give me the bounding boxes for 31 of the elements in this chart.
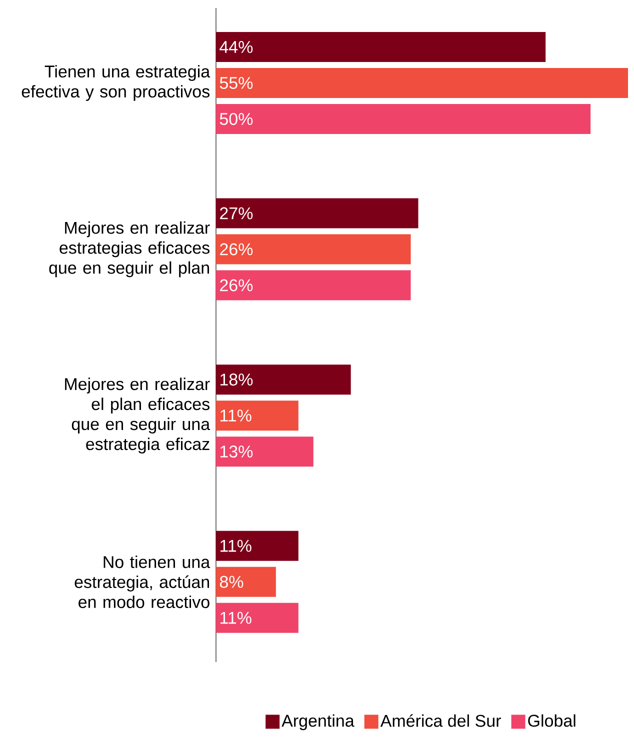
y-tick-label: Mejores en realizar el plan eficaces que en seguir una estrategia eficaz <box>65 378 210 454</box>
bar <box>216 234 411 264</box>
bar <box>216 602 298 633</box>
y-tick-label: Tienen una estrategia efectiva y son proactivos <box>22 65 210 101</box>
bar <box>216 436 314 467</box>
y-tick-label: No tienen una estrategia, actúan en modo reactivo <box>74 556 210 608</box>
data-label: 26% <box>220 243 253 256</box>
data-label: 11% <box>220 540 252 552</box>
bar <box>216 68 628 98</box>
data-label: 27% <box>220 207 253 220</box>
bar <box>216 530 298 561</box>
bar <box>216 566 276 597</box>
data-label: 50% <box>220 112 253 126</box>
data-label: 11% <box>220 612 252 624</box>
legend-label: Argentina <box>282 714 354 730</box>
bar <box>216 32 546 62</box>
data-label: 13% <box>220 446 253 458</box>
bar <box>216 400 298 431</box>
data-label: 26% <box>220 279 253 292</box>
y-tick-label: Mejores en realizar estrategias eficaces que en seguir el plan <box>49 221 210 278</box>
legend-label: América del Sur <box>380 714 501 727</box>
data-label: 55% <box>220 77 253 89</box>
legend-label: Global <box>528 714 576 727</box>
data-label: 8% <box>220 576 244 588</box>
data-label: 11% <box>220 410 252 422</box>
bar <box>216 270 411 300</box>
bar <box>216 104 591 134</box>
data-label: 44% <box>220 41 253 53</box>
bar <box>216 198 418 228</box>
data-label: 18% <box>220 374 253 386</box>
bar <box>216 364 351 395</box>
